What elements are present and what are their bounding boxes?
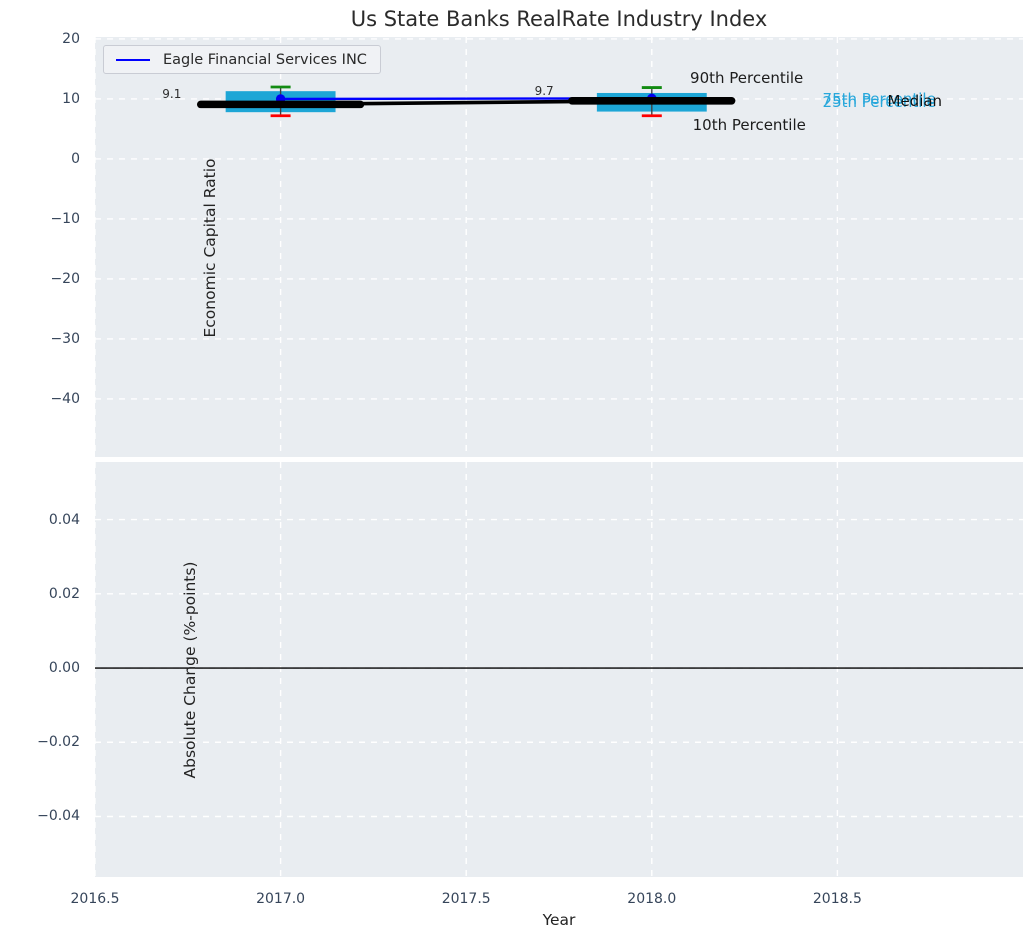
y-tick-label: 0.04 — [48, 511, 80, 528]
x-tick-label: 2017.0 — [256, 891, 306, 907]
y-axis-label-bottom: Absolute Change (%-points) — [181, 561, 199, 779]
y-axis-label-top: Economic Capital Ratio — [201, 158, 219, 338]
y-tick-label: −10 — [50, 210, 80, 227]
x-tick-label: 2018.5 — [812, 891, 862, 907]
y-tick-label: −40 — [50, 390, 80, 407]
chart-title: Us State Banks RealRate Industry Index — [350, 7, 768, 31]
y-tick-label: 10 — [62, 90, 80, 107]
annotation-label: 9.7 — [534, 83, 554, 98]
legend: Eagle Financial Services INC — [103, 45, 381, 74]
y-tick-label: −20 — [50, 270, 80, 287]
x-tick-label: 2016.5 — [70, 891, 120, 907]
y-tick-label: −30 — [50, 330, 80, 347]
y-tick-label: −0.02 — [37, 734, 80, 751]
percentile-label: 75th Percentile — [822, 90, 936, 109]
y-tick-label: 20 — [62, 30, 80, 47]
x-tick-label: 2018.0 — [627, 891, 677, 907]
percentile-label: Median — [887, 91, 943, 110]
percentile-label: 25th Percentile — [822, 92, 936, 111]
percentile-label: 90th Percentile — [690, 68, 804, 87]
y-tick-label: −0.04 — [37, 808, 80, 825]
y-tick-label: 0.02 — [48, 585, 80, 602]
annotation-label: 9.1 — [162, 87, 182, 102]
y-tick-label: 0.00 — [48, 660, 80, 676]
y-tick-label: 0 — [71, 150, 80, 167]
bottom-axes — [95, 462, 1023, 877]
legend-line-swatch-icon — [116, 58, 150, 61]
x-tick-label: 2017.5 — [441, 891, 491, 907]
legend-series-label: Eagle Financial Services INC — [163, 51, 367, 68]
x-axis-label: Year — [542, 911, 576, 929]
percentile-label: 10th Percentile — [692, 115, 806, 134]
